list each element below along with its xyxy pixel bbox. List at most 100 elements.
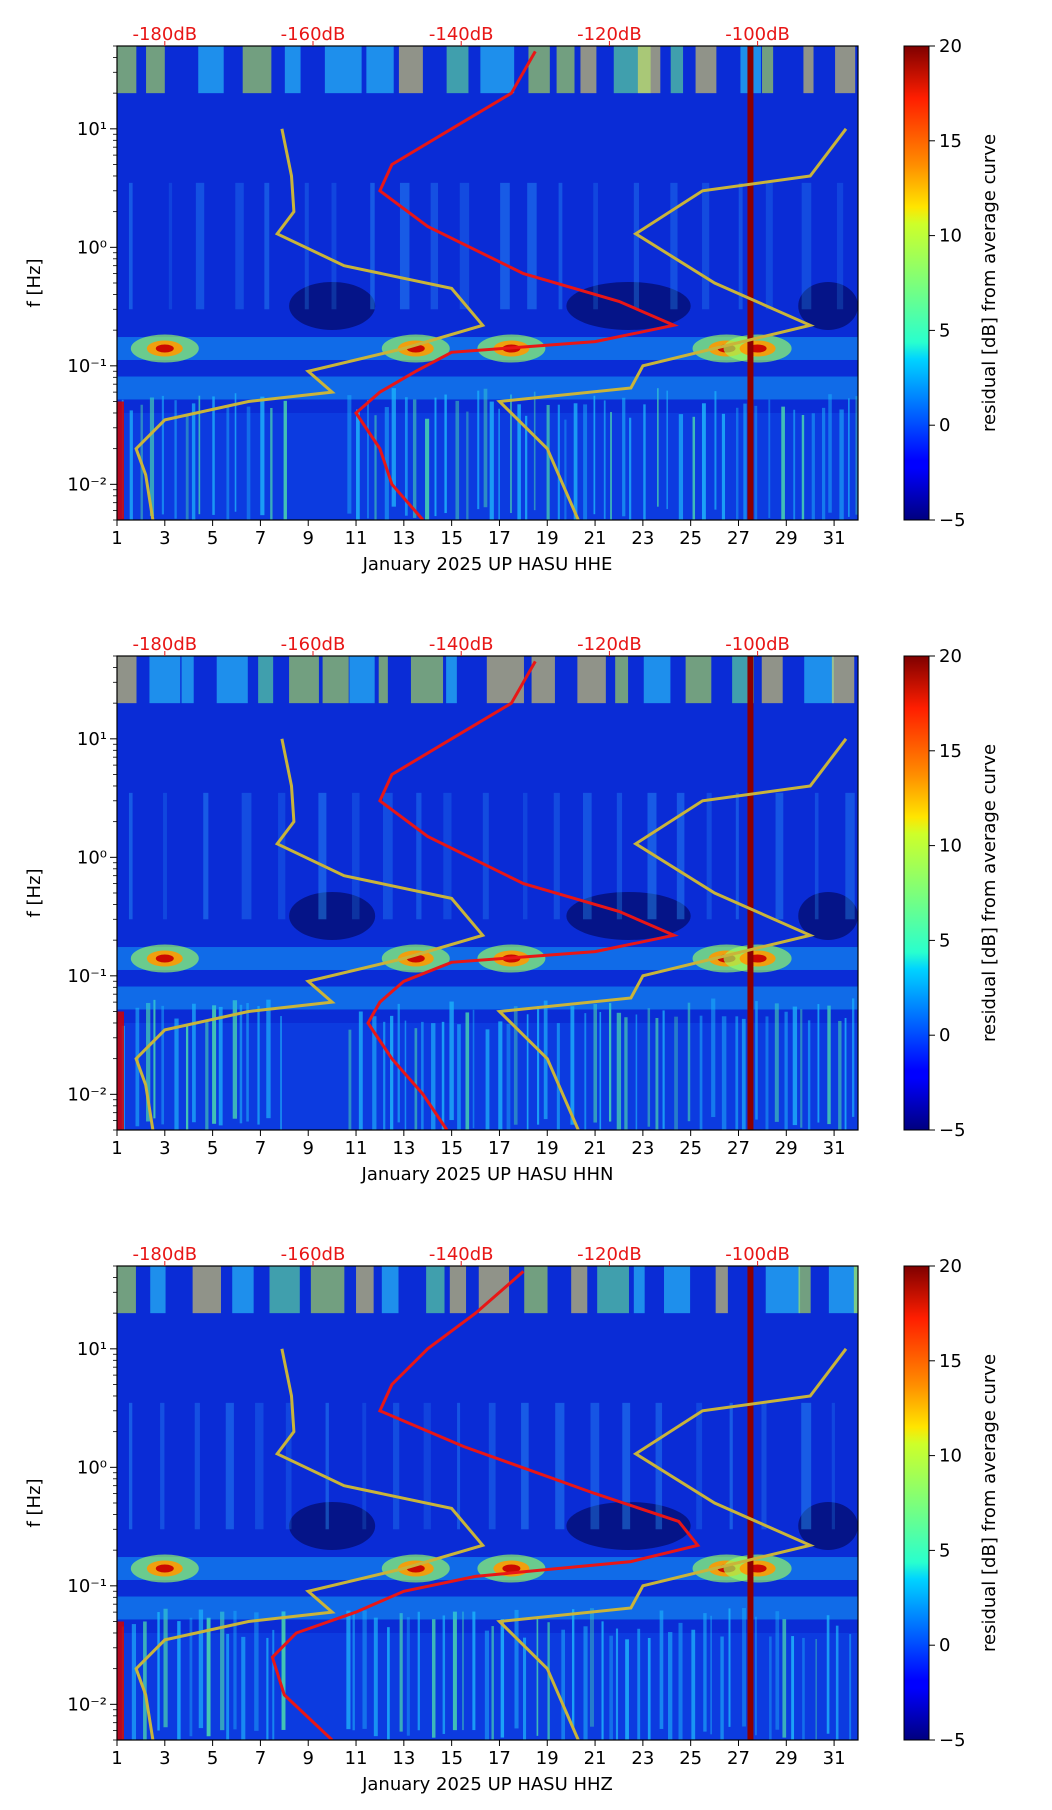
heatmap-highfreq-block [597,1266,629,1314]
heatmap-highfreq-block [528,46,550,94]
heatmap-lowfreq-streak [603,400,606,519]
heatmap-lowfreq-streak [570,1006,575,1125]
heatmap-lowfreq-streak [220,1611,225,1731]
heatmap-highfreq-block [198,46,224,94]
heatmap-lowfreq-streak [431,1619,436,1738]
x-tick-label: 15 [440,1138,463,1159]
heatmap-saturated-column [747,656,754,1130]
heatmap-lowfreq-streak [483,388,488,508]
heatmap-lowfreq-streak [615,1628,619,1740]
heatmap-wisp [163,792,167,920]
heatmap-lowfreq-streak [678,1622,683,1740]
heatmap-lowfreq-streak [406,1617,410,1736]
heatmap-highfreq-block [381,1266,399,1314]
heatmap-wisp [382,792,393,920]
heatmap-lowfreq-streak [599,1011,602,1130]
colorbar-tick-label: −5 [939,510,966,531]
yellow-noise-curve-left [134,1348,486,1740]
heatmap-wisp [318,792,327,920]
heatmap-wisp [430,182,439,310]
heatmap-lowfreq-streak [691,1629,696,1740]
heatmap-lowfreq-streak [561,1629,566,1740]
heatmap-lowfreq-streak [849,1634,852,1740]
x-tick-label: 19 [536,1748,559,1769]
heatmap-energy-band [117,986,858,1010]
heatmap-lowfreq-streak [374,415,377,520]
heatmap-lowfreq-streak [792,1006,798,1126]
heatmap-highfreq-block [480,46,515,94]
heatmap-lowfreq-streak [703,1613,707,1732]
heatmap-highfreq-block [580,46,597,94]
x-tick-label: 15 [440,1748,463,1769]
heatmap-wisp [488,1402,496,1530]
heatmap-highfreq-block [524,1266,548,1314]
heatmap-lowfreq-streak [701,403,706,520]
heatmap-highfreq-block [828,1266,858,1314]
heatmap-highfreq-block [798,1266,811,1314]
heatmap-lowfreq-streak [383,1021,386,1130]
colorbar-tick-label: 20 [939,1256,962,1277]
heatmap-lowfreq-streak [484,1630,489,1740]
heatmap-lowfreq-streak [358,1011,363,1130]
y-tick-label: 10¹ [77,729,107,750]
heatmap-lowfreq-streak [513,1006,518,1125]
heatmap-lowfreq-streak [741,1018,746,1130]
heatmap-wisp [241,792,252,920]
yellow-noise-curve-right [496,1347,848,1740]
heatmap-wisp [128,792,133,920]
heatmap-wisp [362,1402,367,1530]
heatmap-quiet-patch [798,891,858,940]
heatmap-edge-strip [117,1011,124,1130]
heatmap-lowfreq-streak [417,1611,420,1731]
heatmap-highfreq-block [216,656,248,704]
heatmap-lowfreq-streak [844,1017,847,1130]
heatmap-highfreq-block [577,656,606,704]
heatmap-lowfreq-streak [610,412,612,520]
heatmap-lowfreq-streak [218,1006,223,1126]
heatmap-lowfreq-streak [404,1020,407,1130]
heatmap-lowfreq-streak [674,1016,678,1130]
heatmap-edge-strip [117,1621,124,1740]
curves [134,660,848,1130]
heatmap-quiet-patch [798,1501,858,1550]
heatmap-lowfreq-streak [246,1003,249,1122]
heatmap-highfreq-block [556,46,575,94]
heatmap-wisp [831,1402,835,1530]
heatmap-lowfreq-streak [666,390,669,510]
heatmap-highfreq-block [192,1266,221,1314]
heatmap-wisp [633,182,639,310]
heatmap-lowfreq-streak [714,391,717,510]
heatmap-lowfreq-streak [472,1009,475,1129]
heatmap-lowfreq-streak [129,410,133,520]
heatmap-energy-band [117,1596,858,1620]
colorbar-label: residual [dB] from average curve [979,1354,1000,1652]
x-tick-label: 27 [727,528,750,549]
heatmap-lowfreq-streak [687,1002,691,1122]
heatmap-highfreq-block [449,1266,467,1314]
x-tick-label: 23 [631,528,654,549]
yellow-noise-curve-left [134,128,486,520]
top-scale-label: -100dB [725,24,790,45]
heatmap-lowfreq-streak [283,400,287,520]
heatmap-lowfreq-streak [205,1020,209,1130]
heatmap-event-peak [502,1564,521,1573]
heatmap-lowfreq-streak [662,1010,665,1129]
yellow-noise-curve-right [496,737,848,1130]
heatmap-lowfreq-streak [593,1004,598,1123]
heatmap-lowfreq-streak [736,407,739,520]
x-tick-label: 21 [584,1138,607,1159]
heatmap-lowfreq-streak [807,1020,811,1130]
x-axis-label: January 2025 UP HASU HHN [361,1164,614,1185]
heatmap-highfreq-block [643,656,671,704]
x-tick-label: 9 [302,528,313,549]
heatmap-lowfreq-streak [281,1611,286,1730]
heatmap-wisp [706,792,712,920]
x-tick-label: 11 [345,528,368,549]
heatmap-lowfreq-streak [802,1637,805,1740]
heatmap-wisp [285,1402,292,1530]
heatmap-lowfreq-streak [421,1021,424,1130]
colorbar-gradient [903,1265,930,1741]
heatmap-lowfreq-streak [815,1638,817,1740]
colorbar-tick-label: −5 [939,1120,966,1141]
